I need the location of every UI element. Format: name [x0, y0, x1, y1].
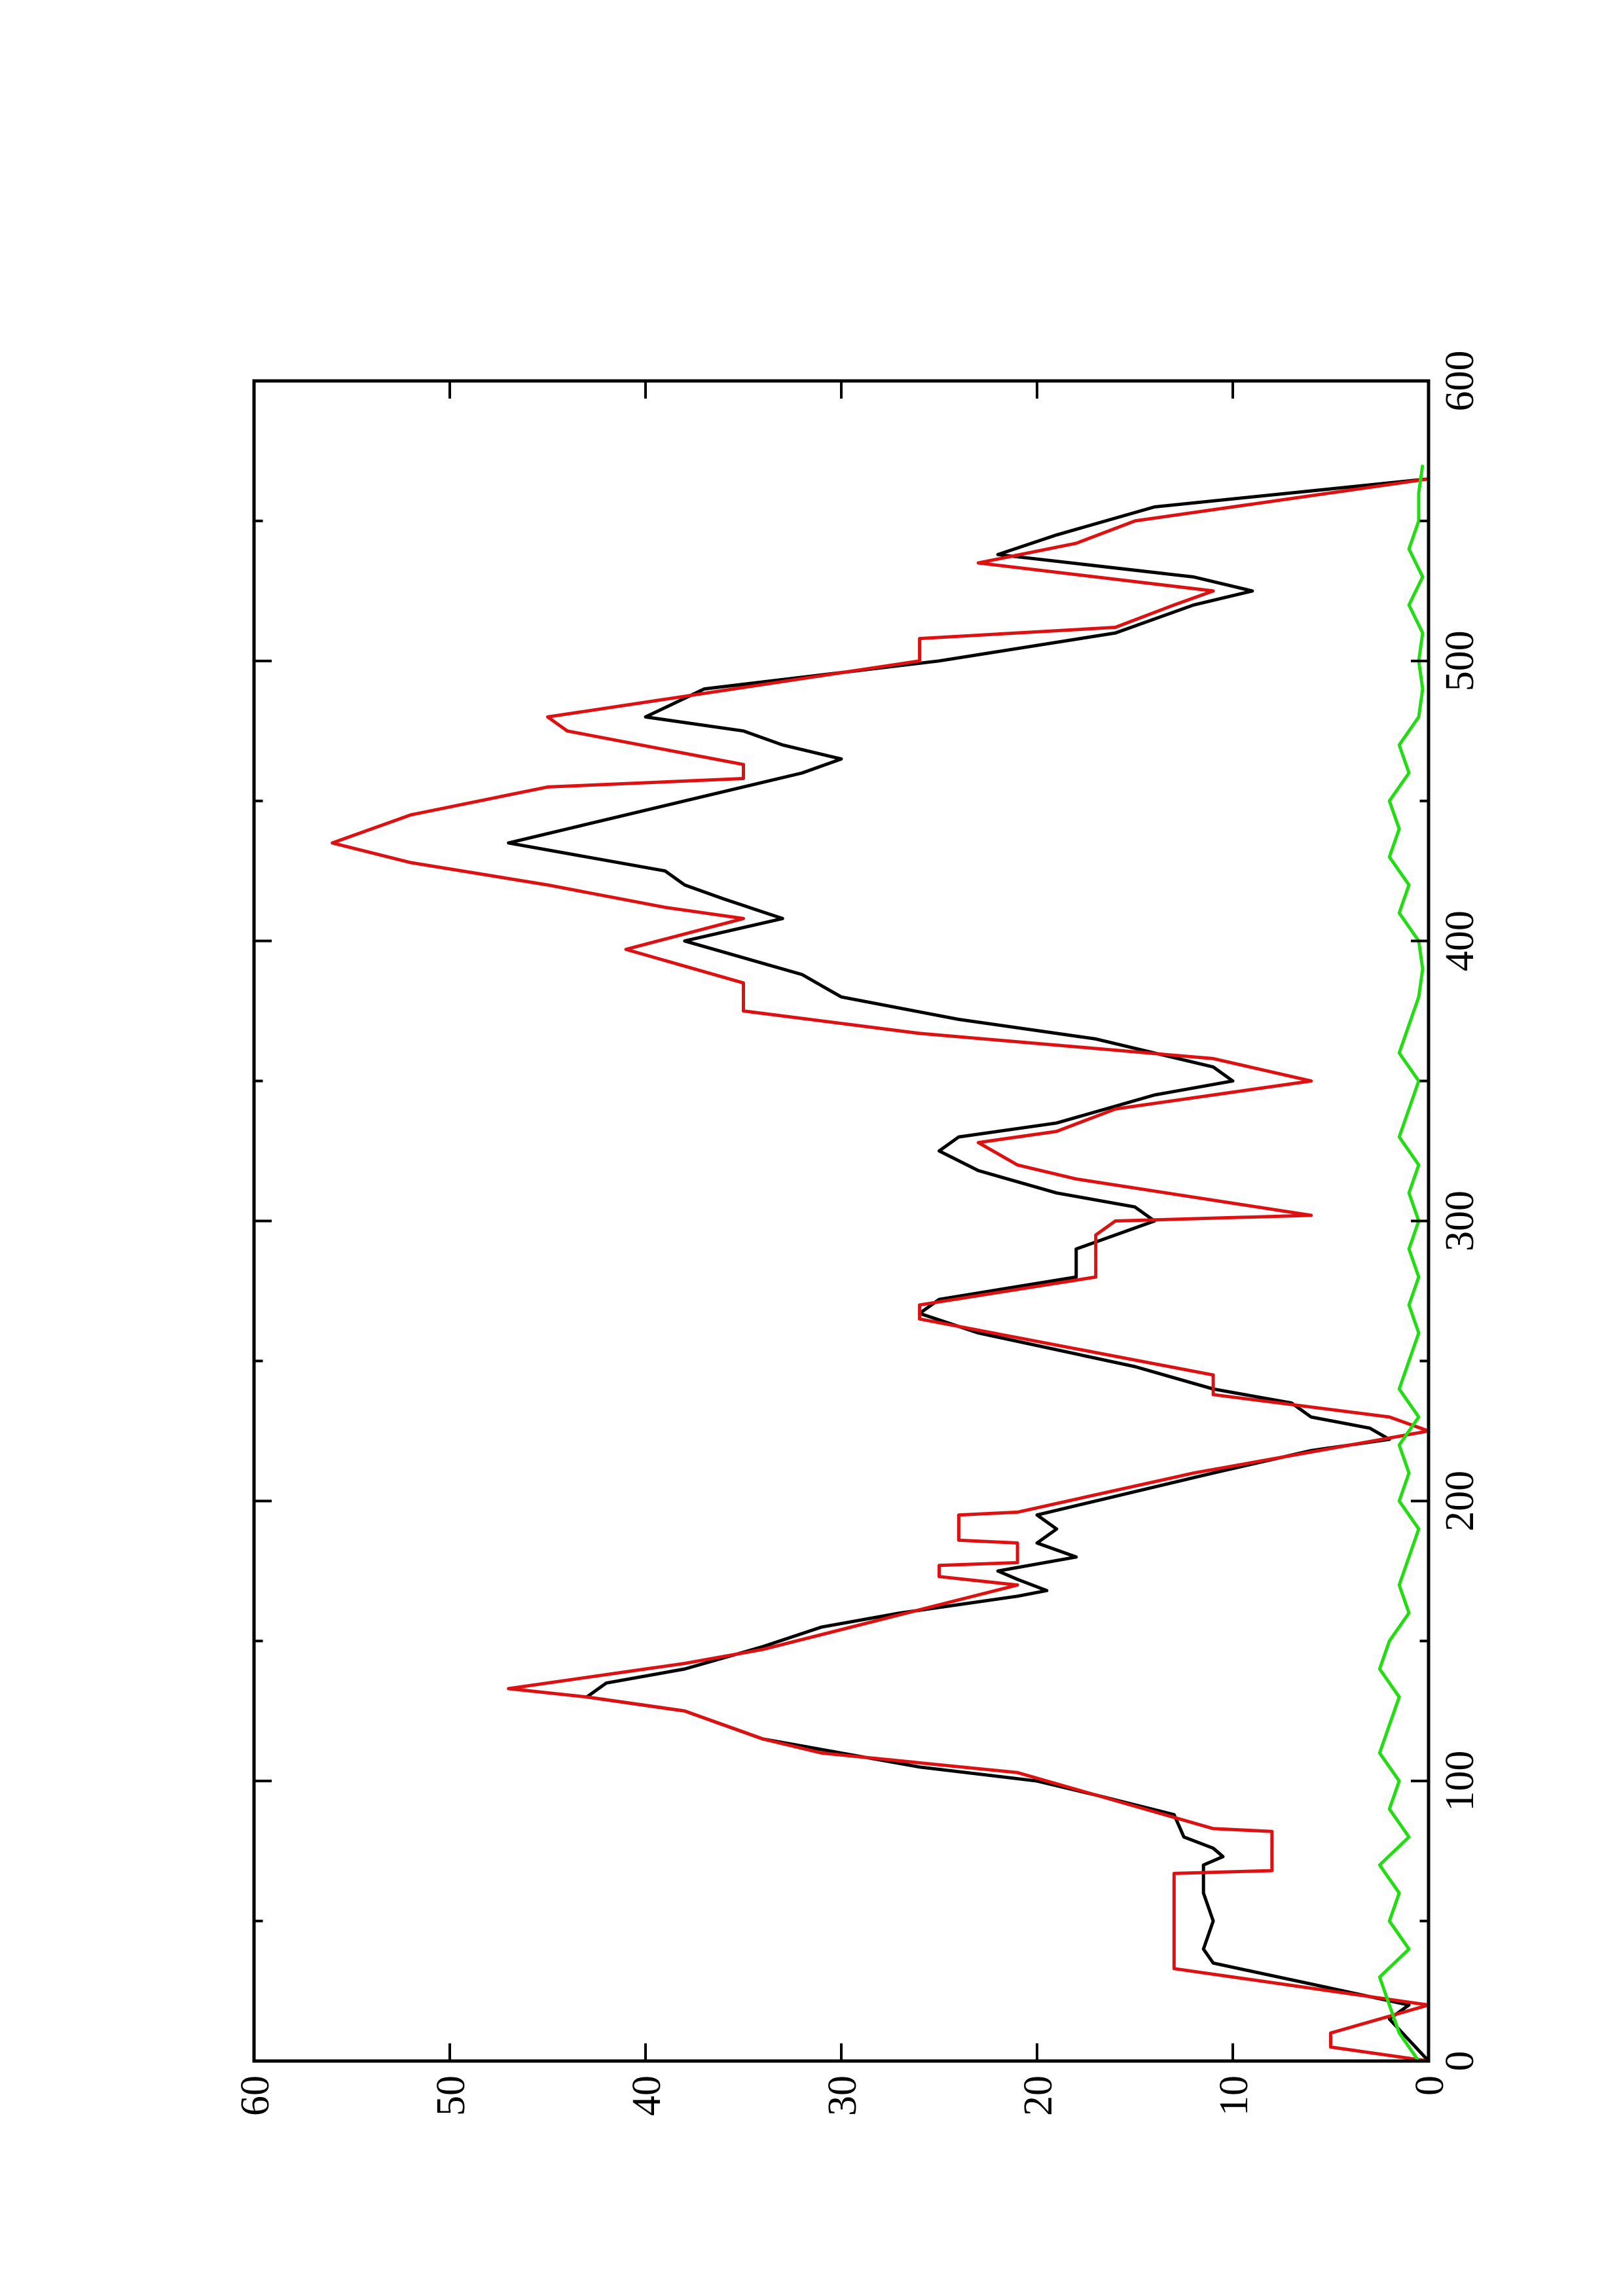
data-line: [1377, 464, 1425, 2062]
x-tick-label: 0: [1438, 2051, 1482, 2072]
x-tick-label: 400: [1438, 910, 1482, 971]
x-tick-label: 100: [1438, 1751, 1482, 1812]
y-tick-label: 20: [1016, 2075, 1061, 2116]
data-line: [507, 477, 1430, 2062]
y-tick-label: 0: [1408, 2075, 1452, 2096]
y-tick-label: 40: [625, 2075, 669, 2116]
x-tick-label: 600: [1438, 351, 1482, 412]
y-tick-label: 10: [1212, 2075, 1256, 2116]
x-tick-label: 200: [1438, 1471, 1482, 1532]
data-line: [331, 477, 1431, 2063]
rotated-plot: 0 100 200 300 400 500 600 0 10 20 30 40 50 60: [233, 351, 1482, 2117]
x-tick-label: 500: [1438, 630, 1482, 691]
x-tick-label: 300: [1438, 1191, 1482, 1251]
y-tick-label: 50: [429, 2075, 473, 2116]
plot-frame: [252, 379, 1431, 2063]
y-tick-label: 30: [820, 2075, 865, 2116]
y-tick-label: 60: [233, 2075, 278, 2116]
